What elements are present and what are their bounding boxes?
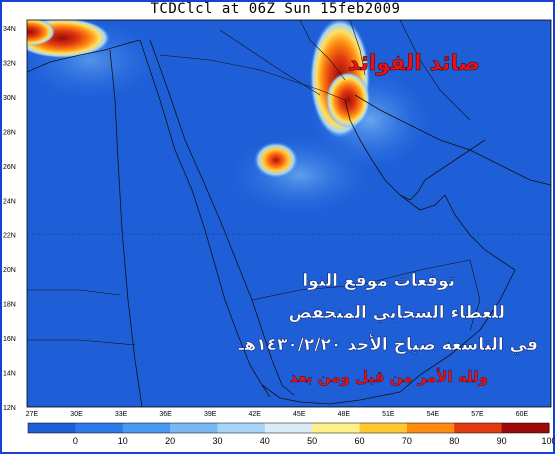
cloud-area-gulf-north — [310, 20, 370, 138]
longitude-label: 33E — [115, 411, 128, 418]
longitude-label: 48E — [338, 411, 351, 418]
latitude-label: 18N — [3, 302, 16, 309]
cloud-area-northwest — [27, 20, 110, 58]
colorbar-label: 100 — [541, 436, 555, 446]
latitude-label: 34N — [3, 26, 16, 33]
colorbar-label: 40 — [260, 436, 270, 446]
colorbar-label: 10 — [118, 436, 128, 446]
latitude-label: 28N — [3, 129, 16, 136]
longitude-label: 57E — [471, 411, 484, 418]
latitude-label: 16N — [3, 336, 16, 343]
latitude-label: 24N — [3, 198, 16, 205]
coastlines — [27, 20, 551, 407]
longitude-label: 60E — [516, 411, 529, 418]
colorbar-swatch — [217, 423, 266, 433]
watermark-text: صائد الفوائد — [348, 51, 480, 76]
longitude-label: 39E — [204, 411, 217, 418]
colorbar-label: 90 — [497, 436, 507, 446]
colorbar-swatch — [312, 423, 361, 433]
longitude-label: 51E — [382, 411, 395, 418]
latitude-label: 20N — [3, 267, 16, 274]
colorbar-swatch — [122, 423, 171, 433]
caption-line-4: ولله الأمر من قبل ومن بعد — [290, 368, 488, 386]
map-title: TCDClcl at 06Z Sun 15feb2009 — [150, 1, 401, 17]
colorbar-swatch — [454, 423, 503, 433]
colorbar-swatch — [406, 423, 455, 433]
latitude-label: 30N — [3, 95, 16, 102]
colorbar-label: 60 — [355, 436, 365, 446]
colorbar-swatch — [359, 423, 408, 433]
caption-line-3: في التاسعة صباح الأحد ١٤٣٠/٢/٢٠هـ — [238, 334, 538, 355]
colorbar-swatch — [75, 423, 124, 433]
colorbar-label: 70 — [402, 436, 412, 446]
colorbar-swatch — [501, 423, 550, 433]
caption-line-2: للغطاء السحابي المنخفض — [289, 303, 505, 323]
colorbar: 0 10 20 30 40 50 60 70 80 90 100 — [27, 422, 555, 446]
forecast-caption: توقعات موقع النوا للغطاء السحابي المنخفض… — [237, 271, 538, 386]
colorbar-swatch — [170, 423, 218, 433]
colorbar-label: 20 — [165, 436, 175, 446]
latitude-label: 14N — [3, 371, 16, 378]
longitude-label: 27E — [26, 411, 39, 418]
longitude-label: 36E — [159, 411, 172, 418]
longitude-axis: 27E 30E 33E 36E 39E 42E 45E 48E 51E 54E 57E 60E — [26, 411, 529, 418]
colorbar-swatch — [28, 423, 76, 433]
caption-line-1: توقعات موقع النوا — [302, 271, 455, 291]
latitude-label: 22N — [3, 233, 16, 240]
latitude-axis: 34N 32N 30N 28N 26N 24N 22N 20N 18N 16N 14N 12N — [3, 26, 16, 412]
latitude-label: 12N — [3, 405, 16, 412]
latitude-label: 32N — [3, 60, 16, 67]
colorbar-label: 0 — [73, 436, 78, 446]
colorbar-label: 80 — [449, 436, 459, 446]
cloud-area-central — [254, 142, 298, 178]
longitude-label: 30E — [70, 411, 83, 418]
colorbar-label: 30 — [212, 436, 222, 446]
colorbar-label: 50 — [307, 436, 317, 446]
latitude-label: 26N — [3, 164, 16, 171]
longitude-label: 54E — [427, 411, 440, 418]
longitude-label: 45E — [293, 411, 306, 418]
colorbar-swatch — [264, 423, 313, 433]
longitude-label: 42E — [248, 411, 261, 418]
